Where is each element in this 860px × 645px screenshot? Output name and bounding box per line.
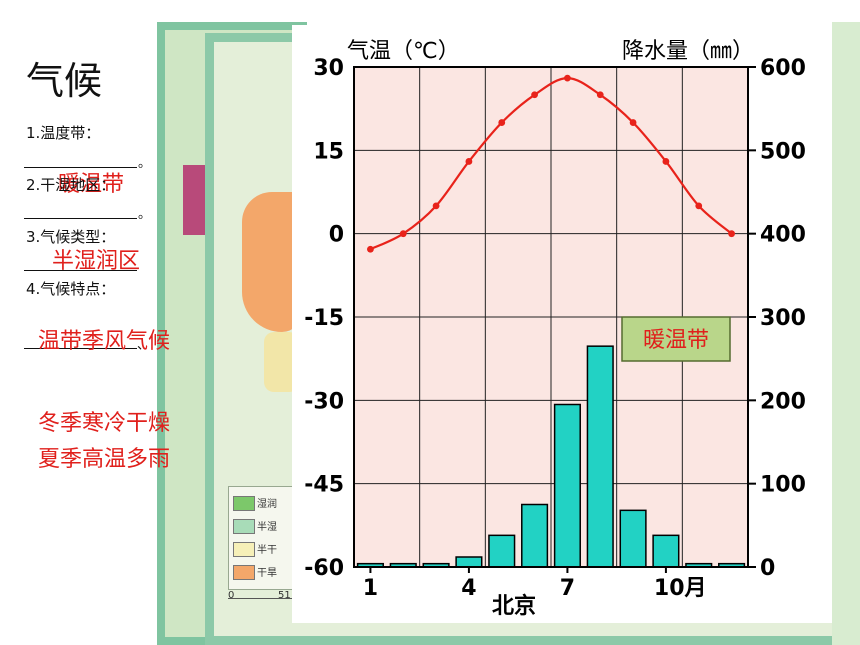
temperature-tick-label: 30 xyxy=(313,56,344,81)
answer-line-2 xyxy=(24,218,137,219)
legend-item-arid: 干旱 xyxy=(233,564,303,580)
temperature-point xyxy=(728,230,735,238)
answer-feature-summer: 夏季高温多雨 xyxy=(38,447,171,472)
temperature-tick-label: -15 xyxy=(304,306,344,331)
precipitation-bar xyxy=(455,556,483,568)
precipitation-tick-label: 200 xyxy=(760,389,806,414)
axes: 30 15 0 -15 -30 -45 -60 600 500 400 300 200 100 0 1 4 7 1… xyxy=(304,56,806,601)
temperature-point xyxy=(399,230,407,238)
legend-label: 干旱 xyxy=(257,568,277,579)
legend-item-semi-arid: 半干 xyxy=(233,541,303,557)
map-scale-bar xyxy=(228,598,292,599)
period-mark: 。 xyxy=(138,207,152,222)
climate-chart: 30 15 0 -15 -30 -45 -60 600 500 400 300 200 100 0 1 4 7 1… xyxy=(292,25,832,623)
temperature-axis-title: 气温（℃） xyxy=(347,39,460,64)
station-label: 北京 xyxy=(492,593,536,619)
question-temperature-zone: 1.温度带： xyxy=(26,124,101,142)
precipitation-bar xyxy=(488,534,516,568)
map-scale-label: 51 xyxy=(278,590,291,601)
precipitation-bar xyxy=(521,503,549,568)
temperature-point xyxy=(662,158,670,165)
temperature-point xyxy=(695,202,703,210)
answer-line-4 xyxy=(24,348,137,349)
month-tick-label: 1 xyxy=(363,576,378,601)
legend-swatch-humid xyxy=(233,496,255,511)
temperature-point xyxy=(367,245,374,253)
legend-item-humid: 湿润 xyxy=(233,495,303,511)
month-tick-label: 7 xyxy=(560,576,575,601)
temperature-point xyxy=(564,74,571,82)
annotation-text: 暖温带 xyxy=(643,328,709,353)
precipitation-tick-label: 600 xyxy=(760,56,806,81)
answer-line-3 xyxy=(24,270,137,271)
climate-chart-svg: 30 15 0 -15 -30 -45 -60 600 500 400 300 200 100 0 1 4 7 1… xyxy=(304,39,806,619)
legend-swatch-semi-humid xyxy=(233,519,255,534)
temperature-point xyxy=(465,158,473,165)
legend-swatch-semi-arid xyxy=(233,542,255,557)
question-climate-features: 4.气候特点： xyxy=(26,280,116,298)
temperature-tick-label: -45 xyxy=(304,473,344,498)
temperature-line xyxy=(369,77,733,251)
legend-label: 半湿 xyxy=(257,522,277,533)
temperature-tick-label: -30 xyxy=(304,389,344,414)
precipitation-bar xyxy=(586,345,614,568)
question-climate-type: 3.气候类型： xyxy=(26,228,116,246)
temperature-point xyxy=(629,119,637,126)
answer-feature-winter: 冬季寒冷干燥 xyxy=(38,411,171,436)
period-mark: 。 xyxy=(138,156,152,171)
precipitation-axis-title: 降水量（㎜） xyxy=(622,39,754,64)
precipitation-tick-label: 400 xyxy=(760,223,806,248)
map-scale-start: 0 xyxy=(228,590,235,601)
precipitation-bar xyxy=(553,403,581,568)
section-title: 气候 xyxy=(26,59,103,103)
temperature-tick-label: -60 xyxy=(304,556,344,581)
temperature-point xyxy=(432,202,440,210)
answer-humidity-region: 半湿润区 xyxy=(52,249,141,274)
annotation-box-frame xyxy=(621,316,731,362)
precipitation-bar xyxy=(652,534,680,568)
precipitation-bar xyxy=(619,509,647,568)
precipitation-tick-label: 100 xyxy=(760,473,806,498)
month-tick-label: 4 xyxy=(461,576,476,601)
legend-item-semi-humid: 半湿 xyxy=(233,518,303,534)
legend-swatch-arid xyxy=(233,565,255,580)
temperature-line-group xyxy=(367,74,735,253)
temperature-point xyxy=(596,91,604,99)
temperature-point xyxy=(531,91,538,99)
legend-label: 半干 xyxy=(257,545,277,556)
temperature-tick-label: 15 xyxy=(313,139,344,164)
temperature-tick-label: 0 xyxy=(329,223,344,248)
map-legend: 湿润 半湿 半干 干旱 xyxy=(228,486,304,590)
temperature-point xyxy=(498,119,506,126)
precipitation-bars xyxy=(356,345,746,568)
precipitation-tick-label: 300 xyxy=(760,306,806,331)
answer-temperature-zone: 暖温带 xyxy=(58,172,125,197)
precipitation-tick-label: 0 xyxy=(760,556,775,581)
legend-label: 湿润 xyxy=(257,499,277,510)
precipitation-tick-label: 500 xyxy=(760,139,806,164)
background-map-right-strip xyxy=(832,22,860,645)
question-humidity-region: 2.干湿地区： xyxy=(26,176,116,194)
answer-climate-type: 温带季风气候 xyxy=(38,329,171,354)
answer-line-1 xyxy=(24,167,137,168)
annotation-box: 暖温带 xyxy=(621,316,731,362)
month-tick-label: 10月 xyxy=(654,576,707,601)
comma-mark: 、 xyxy=(137,338,151,353)
